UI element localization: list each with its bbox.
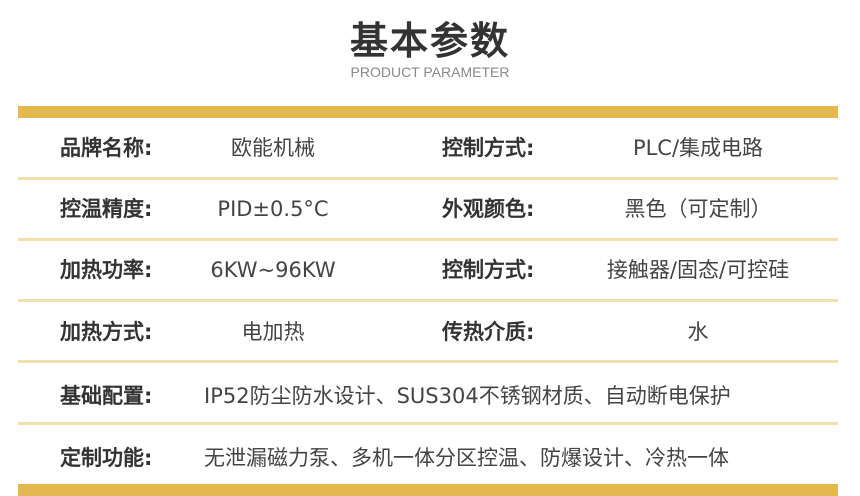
- top-bar: [18, 106, 838, 118]
- row-divider: [18, 177, 838, 180]
- param-label: 加热方式:: [60, 320, 153, 344]
- page-title: 基本参数: [349, 19, 510, 63]
- param-value: PLC/集成电路: [632, 136, 764, 160]
- param-value: 6KW~96KW: [210, 258, 336, 282]
- param-row-full: 基础配置: IP52防尘防水设计、SUS304不锈钢材质、自动断电保护: [18, 367, 838, 425]
- param-value: PID±0.5°C: [217, 197, 329, 221]
- param-label: 基础配置:: [60, 384, 153, 408]
- bottom-bar: [18, 484, 838, 496]
- row-divider: [18, 238, 838, 241]
- param-row: 品牌名称: 欧能机械 控制方式: PLC/集成电路: [18, 119, 838, 177]
- param-label: 控温精度:: [60, 197, 153, 221]
- param-value: 水: [687, 320, 709, 344]
- param-label: 控制方式:: [442, 258, 535, 282]
- param-row: 加热功率: 6KW~96KW 控制方式: 接触器/固态/可控硅: [18, 241, 838, 299]
- param-value: 无泄漏磁力泵、多机一体分区控温、防爆设计、冷热一体: [204, 446, 729, 470]
- param-label: 外观颜色:: [442, 197, 535, 221]
- param-row: 加热方式: 电加热 传热介质: 水: [18, 303, 838, 361]
- param-value: 黑色（可定制）: [624, 197, 772, 221]
- row-divider: [18, 360, 838, 363]
- param-row-full: 定制功能: 无泄漏磁力泵、多机一体分区控温、防爆设计、冷热一体: [18, 429, 838, 487]
- param-value: 接触器/固态/可控硅: [606, 258, 790, 282]
- param-value: 欧能机械: [231, 136, 315, 160]
- param-value: 电加热: [241, 320, 305, 344]
- param-label: 控制方式:: [442, 136, 535, 160]
- param-row: 控温精度: PID±0.5°C 外观颜色: 黑色（可定制）: [18, 180, 838, 238]
- param-label: 传热介质:: [442, 320, 535, 344]
- row-divider: [18, 299, 838, 302]
- param-label: 定制功能:: [60, 446, 153, 470]
- param-value: IP52防尘防水设计、SUS304不锈钢材质、自动断电保护: [204, 384, 731, 408]
- param-label: 品牌名称:: [60, 136, 153, 160]
- page-subtitle: PRODUCT PARAMETER: [350, 64, 510, 80]
- row-divider: [18, 422, 838, 425]
- param-label: 加热功率:: [60, 258, 153, 282]
